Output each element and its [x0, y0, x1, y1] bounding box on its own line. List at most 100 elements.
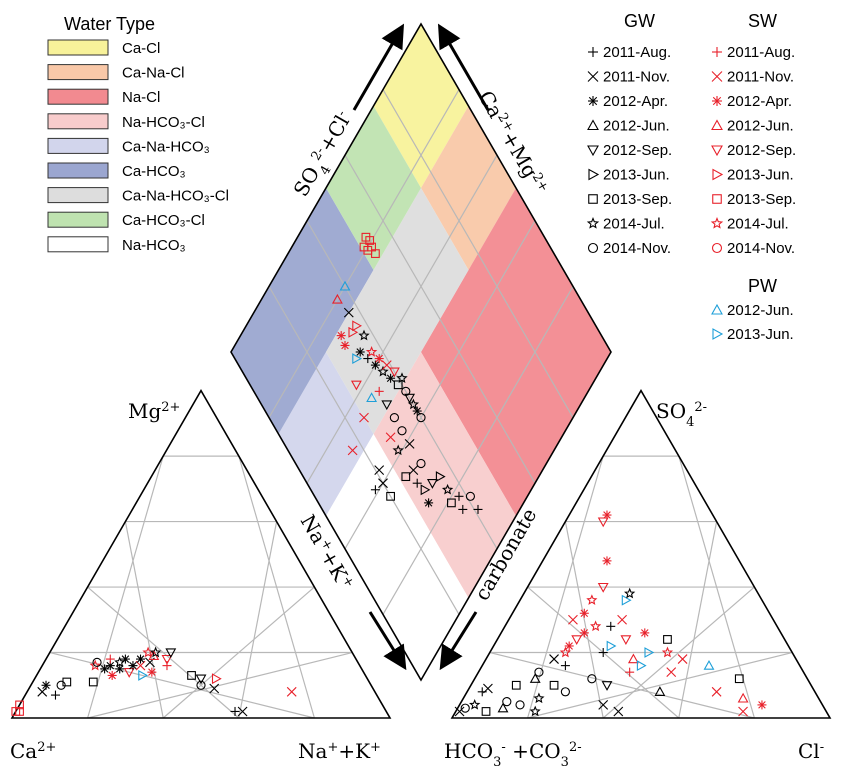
- anion-point-23: [568, 614, 578, 625]
- cation-point-17: [123, 668, 135, 678]
- cation-point-29: [161, 654, 173, 665]
- data-points: [11, 232, 767, 717]
- diamond-point-20: [393, 380, 403, 390]
- anion-grid-l: [564, 521, 604, 719]
- anion-point-10: [529, 705, 541, 717]
- direction-arrows: [352, 23, 490, 671]
- anion-point-36: [644, 647, 655, 658]
- diamond-point-53: [378, 478, 388, 489]
- anion-point-44: [738, 706, 748, 717]
- anion-point-22: [601, 681, 613, 691]
- legend-marker-GW-2: [588, 96, 598, 106]
- legend-series-GW-2: 2012-Apr.: [603, 93, 668, 110]
- cation-point-14: [105, 654, 115, 664]
- diamond-point-41: [408, 465, 419, 475]
- legend-marker-SW-2: [712, 96, 722, 106]
- legend-marker-SW-5: [712, 168, 724, 181]
- cation-grid-r: [87, 651, 353, 719]
- anion-point-54: [636, 660, 647, 672]
- anion-point-46: [734, 674, 744, 684]
- legend-group-GW: GW: [624, 11, 655, 31]
- diamond-point-11: [355, 347, 365, 357]
- legend-swatch-5: [47, 162, 109, 179]
- outlines: [10, 22, 832, 719]
- legend-label-8: Na-HCO₃: [122, 237, 186, 254]
- cation-point-20: [138, 669, 149, 681]
- water-type-legend-title: Water Type: [64, 14, 155, 34]
- diamond-outline: [230, 22, 612, 682]
- diamond-point-36: [347, 445, 358, 456]
- arrow-na-k: [368, 611, 407, 671]
- cation-point-13: [105, 661, 115, 671]
- diamond-point-14: [370, 360, 380, 370]
- region-na-hco3-cl: [373, 352, 516, 598]
- cation-point-32: [196, 680, 206, 690]
- cation-point-6: [56, 680, 66, 690]
- cation-point-11: [100, 664, 110, 674]
- legend-label-5: Ca-HCO₃: [122, 163, 186, 180]
- diamond-point-43: [401, 472, 411, 482]
- cation-point-18: [120, 654, 130, 664]
- diamond-point-18: [386, 373, 396, 383]
- diamond-point-54: [374, 465, 385, 475]
- legend-series-GW-4: 2012-Sep.: [603, 142, 672, 159]
- diamond-point-5: [361, 232, 371, 242]
- anion-point-20: [587, 674, 597, 684]
- legend-label-3: Na-HCO₃-Cl: [122, 114, 205, 131]
- diamond-point-47: [454, 491, 464, 501]
- legend-marker-SW-3: [711, 119, 723, 131]
- anion-point-19: [564, 641, 574, 651]
- diamond-point-13: [365, 346, 378, 357]
- region-ca-hco3: [231, 188, 374, 434]
- legend-marker-GW-3: [587, 119, 599, 131]
- legend-series-SW-7: 2014-Jul.: [727, 216, 789, 233]
- anion-point-15: [560, 687, 571, 697]
- anion-point-50: [597, 517, 609, 528]
- region-na-hco3: [326, 434, 469, 680]
- legend-marker-SW-6: [712, 194, 722, 204]
- diamond-point-12: [363, 354, 373, 364]
- anion-point-40: [663, 635, 672, 644]
- diamond-point-38: [392, 444, 404, 456]
- anion-grid-l: [489, 651, 755, 719]
- diamond-point-16: [377, 365, 389, 377]
- arrow-carbonate: [439, 611, 478, 671]
- anion-point-3: [481, 707, 491, 716]
- legend-marker-GW-7: [586, 217, 600, 229]
- legend-marker-GW-4: [587, 145, 599, 157]
- cation-point-10: [92, 657, 102, 667]
- legend-label-2: Na-Cl: [122, 89, 160, 106]
- anion-point-11: [533, 692, 545, 704]
- legend-series-SW-0: 2011-Aug.: [727, 44, 795, 61]
- legend-series-SW-8: 2014-Nov.: [727, 240, 795, 257]
- cation-point-15: [115, 664, 125, 674]
- legend-marker-GW-1: [587, 71, 599, 82]
- anion-point-29: [625, 667, 635, 677]
- diamond-point-46: [424, 498, 434, 508]
- anion-point-39: [661, 646, 674, 658]
- label-ca: Ca2+: [10, 739, 56, 763]
- anion-point-41: [677, 654, 688, 664]
- legend-swatch-7: [47, 211, 109, 228]
- label-so4: SO42-: [656, 399, 707, 430]
- cation-point-37: [230, 706, 240, 716]
- diamond-point-10: [358, 329, 370, 341]
- anion-point-8: [515, 700, 525, 710]
- anion-point-14: [549, 680, 559, 690]
- diamond-point-48: [447, 498, 456, 508]
- anion-point-38: [666, 667, 677, 678]
- diamond-point-32: [366, 392, 378, 403]
- anion-point-31: [606, 621, 616, 631]
- diamond-grid-b: [344, 220, 536, 550]
- anion-point-45: [737, 692, 749, 703]
- diamond-point-49: [441, 483, 454, 495]
- label-hco3-co3: HCO3- +CO32-: [444, 739, 582, 770]
- legend-series-PW-0: 2012-Jun.: [727, 302, 794, 319]
- legend-marker-SW-1: [711, 71, 723, 82]
- legend-series-GW-0: 2011-Aug.: [603, 44, 671, 61]
- legend-series-PW-1: 2013-Jun.: [727, 326, 794, 343]
- anion-triangle-outline: [450, 388, 832, 719]
- legend-series-SW-5: 2013-Jun.: [727, 167, 794, 184]
- anion-point-21: [571, 635, 583, 646]
